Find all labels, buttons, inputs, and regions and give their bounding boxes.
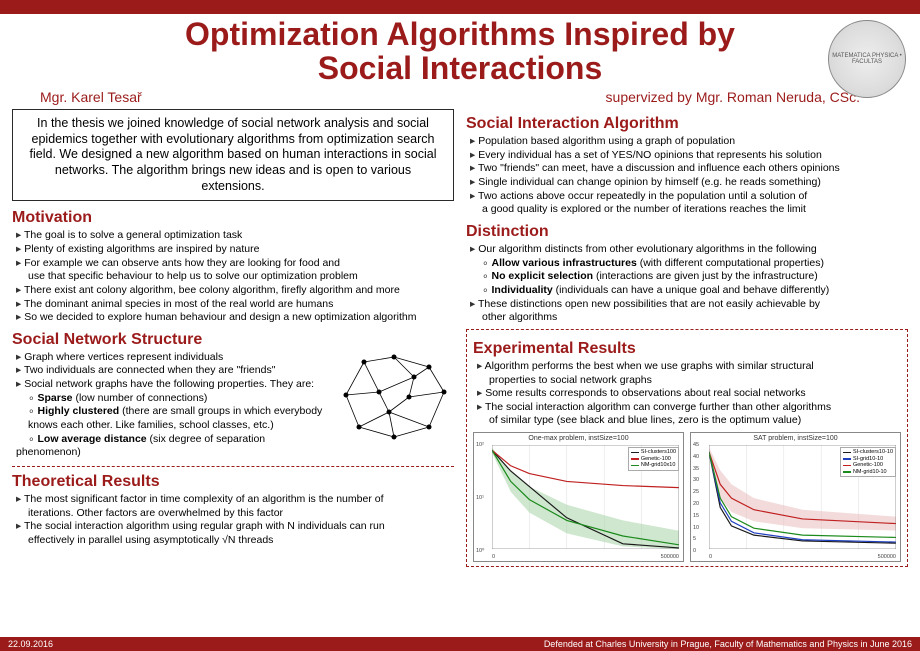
seal-text: MATEMATICA PHYSICA • FACULTAS (829, 53, 905, 65)
list-item: The social interaction algorithm can con… (477, 401, 901, 415)
list-item: effectively in parallel using asymptotic… (16, 534, 454, 548)
chart1-title: One-max problem, instSize=100 (474, 433, 683, 442)
list-item: These distinctions open new possibilitie… (470, 298, 908, 312)
list-item: No explicit selection (interactions are … (470, 270, 908, 284)
sia-section: Social Interaction Algorithm Population … (466, 115, 908, 217)
ytick-label: 25 (693, 489, 699, 495)
ytick-label: 40 (693, 454, 699, 460)
ytick-label: 0 (693, 548, 696, 554)
footer-defense: Defended at Charles University in Prague… (544, 639, 912, 649)
distinction-list: Our algorithm distincts from other evolu… (466, 243, 908, 325)
xtick-label: 0 (492, 554, 495, 560)
list-item: Plenty of existing algorithms are inspir… (16, 243, 454, 257)
title-line-1: Optimization Algorithms Inspired by (185, 16, 735, 52)
list-item: a good quality is explored or the number… (470, 203, 908, 217)
distinction-section: Distinction Our algorithm distincts from… (466, 223, 908, 325)
list-item: Two actions above occur repeatedly in th… (470, 190, 908, 204)
list-item: The most significant factor in time comp… (16, 493, 454, 507)
university-seal: MATEMATICA PHYSICA • FACULTAS (828, 20, 906, 98)
author-name: Mgr. Karel Tesař (40, 89, 142, 105)
experimental-section: Experimental Results Algorithm performs … (473, 340, 901, 428)
legend-label: Genetic-100 (853, 462, 883, 469)
charts-row: One-max problem, instSize=100 10⁰ 10¹ 10² 0… (473, 432, 901, 562)
chart2-title: SAT problem, instSize=100 (691, 433, 900, 442)
list-item: Every individual has a set of YES/NO opi… (470, 149, 908, 163)
ytick-label: 10¹ (476, 495, 484, 501)
theoretical-heading: Theoretical Results (12, 473, 454, 491)
bottom-bar: 22.09.2016 Defended at Charles Universit… (0, 637, 920, 651)
list-item: The social interaction algorithm using r… (16, 520, 454, 534)
list-item: There exist ant colony algorithm, bee co… (16, 284, 454, 298)
dashed-divider (12, 466, 454, 467)
legend-label: SI-clusters100 (641, 449, 676, 456)
sns-section: Social Network Structure Graph where ver… (12, 331, 454, 460)
ytick-label: 15 (693, 513, 699, 519)
list-item: The goal is to solve a general optimizat… (16, 229, 454, 243)
list-item: Our algorithm distincts from other evolu… (470, 243, 908, 257)
header: Optimization Algorithms Inspired by Soci… (0, 14, 920, 87)
sia-list: Population based algorithm using a graph… (466, 135, 908, 217)
right-column: Social Interaction Algorithm Population … (466, 109, 908, 567)
supervisor-name: supervized by Mgr. Roman Neruda, CSc. (606, 89, 860, 105)
ytick-label: 10² (476, 442, 484, 448)
abstract-box: In the thesis we joined knowledge of soc… (12, 109, 454, 201)
list-item: Individuality (individuals can have a un… (470, 284, 908, 298)
content: In the thesis we joined knowledge of soc… (0, 109, 920, 567)
experimental-list: Algorithm performs the best when we use … (473, 360, 901, 428)
ytick-label: 20 (693, 501, 699, 507)
chart-onemax: One-max problem, instSize=100 10⁰ 10¹ 10² 0… (473, 432, 684, 562)
ytick-label: 10 (693, 525, 699, 531)
chart-legend: SI-clusters10-10SI-grid10-10Genetic-100N… (840, 447, 896, 477)
legend-label: Genetic-100 (641, 456, 671, 463)
list-item: Two "friends" can meet, have a discussio… (470, 162, 908, 176)
motivation-section: Motivation The goal is to solve a genera… (12, 209, 454, 324)
legend-label: SI-clusters10-10 (853, 449, 893, 456)
byline: Mgr. Karel Tesař supervized by Mgr. Roma… (0, 87, 920, 109)
xtick-label: 0 (709, 554, 712, 560)
distinction-heading: Distinction (466, 223, 908, 241)
theoretical-section: Theoretical Results The most significant… (12, 473, 454, 548)
list-item: Population based algorithm using a graph… (470, 135, 908, 149)
experimental-box: Experimental Results Algorithm performs … (466, 329, 908, 567)
experimental-heading: Experimental Results (473, 340, 901, 358)
list-item: iterations. Other factors are overwhelme… (16, 507, 454, 521)
ytick-label: 10⁰ (476, 548, 484, 554)
ytick-label: 45 (693, 442, 699, 448)
list-item: Single individual can change opinion by … (470, 176, 908, 190)
footer-date: 22.09.2016 (8, 639, 53, 649)
network-diagram (334, 347, 454, 447)
theoretical-list: The most significant factor in time comp… (12, 493, 454, 548)
ytick-label: 5 (693, 536, 696, 542)
list-item: Allow various infrastructures (with diff… (470, 257, 908, 271)
list-item: Algorithm performs the best when we use … (477, 360, 901, 374)
list-item: properties to social network graphs (477, 374, 901, 388)
legend-label: SI-grid10-10 (853, 456, 883, 463)
list-item: use that specific behaviour to help us t… (16, 270, 454, 284)
legend-label: NM-grid10-10 (853, 469, 887, 476)
list-item: other algorithms (470, 311, 908, 325)
top-bar (0, 0, 920, 14)
motivation-heading: Motivation (12, 209, 454, 227)
poster-title: Optimization Algorithms Inspired by Soci… (0, 18, 920, 85)
list-item: The dominant animal species in most of t… (16, 298, 454, 312)
ytick-label: 30 (693, 477, 699, 483)
legend-label: NM-grid10x10 (641, 462, 676, 469)
left-column: In the thesis we joined knowledge of soc… (12, 109, 454, 567)
chart-legend: SI-clusters100Genetic-100NM-grid10x10 (628, 447, 679, 471)
motivation-list: The goal is to solve a general optimizat… (12, 229, 454, 324)
xtick-label: 500000 (878, 554, 896, 560)
sia-heading: Social Interaction Algorithm (466, 115, 908, 133)
chart-sat: SAT problem, instSize=100 0 5 10 15 20 25 30 35… (690, 432, 901, 562)
list-item: For example we can observe ants how they… (16, 257, 454, 271)
title-line-2: Social Interactions (318, 50, 603, 86)
xtick-label: 500000 (661, 554, 679, 560)
list-item: of similar type (see black and blue line… (477, 414, 901, 428)
ytick-label: 35 (693, 466, 699, 472)
list-item: So we decided to explore human behaviour… (16, 311, 454, 325)
list-item: Some results corresponds to observations… (477, 387, 901, 401)
